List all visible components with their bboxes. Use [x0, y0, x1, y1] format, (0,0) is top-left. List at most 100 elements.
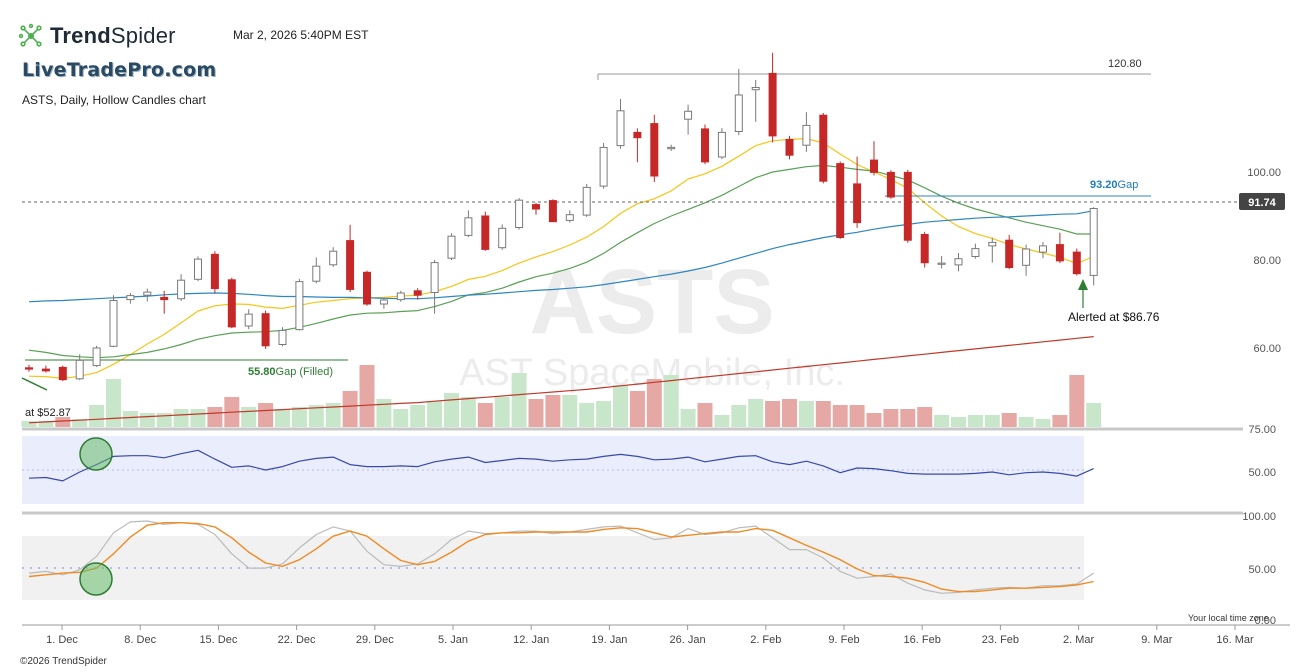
date-tick-label: 15. Dec [199, 634, 237, 646]
price-tick-label: 100.00 [1247, 167, 1281, 179]
candle-body [802, 124, 811, 146]
filled-gap-value: 55.80 [248, 366, 276, 378]
gap-value: 93.20 [1090, 179, 1118, 191]
volume-bar [494, 397, 510, 427]
candle-body [109, 300, 118, 347]
volume-bar [596, 401, 612, 427]
date-tick-label: 2. Feb [750, 634, 781, 646]
volume-bar [511, 373, 527, 427]
chart-title: ASTS, Daily, Hollow Candles chart [22, 93, 206, 107]
volume-bar [528, 399, 544, 427]
last-price-badge [1239, 193, 1285, 210]
candle-body [1072, 251, 1081, 275]
rsi-tick-label: 75.00 [1248, 424, 1276, 436]
volume-bar [72, 419, 88, 427]
candle-body [25, 367, 33, 370]
alert-arrow-icon [1078, 279, 1088, 290]
stoch-highlight-circle [79, 562, 113, 596]
volume-bar [579, 403, 595, 427]
volume-bar [55, 417, 71, 427]
candle-body [75, 359, 84, 380]
candles[interactable] [25, 52, 1098, 381]
date-tick-label: 1. Dec [46, 634, 78, 646]
volume-bar [173, 409, 189, 427]
volume-bar [917, 407, 933, 427]
price-tick-label: 60.00 [1253, 343, 1281, 355]
volume-bar [765, 401, 781, 427]
filled-gap-suffix: Gap (Filled) [276, 366, 333, 378]
candle-body [971, 248, 980, 258]
filled-gap-label: 55.80Gap (Filled) [248, 366, 333, 378]
candle-body [515, 199, 524, 228]
volume-bar [1069, 375, 1085, 427]
candle-body [447, 235, 456, 259]
candle-body [616, 110, 625, 147]
local-time-note: Your local time zone [1188, 613, 1269, 623]
volume-bar [376, 399, 392, 427]
date-tick-label: 2. Mar [1063, 634, 1095, 646]
volume-bar [241, 407, 257, 427]
date-tick-label: 22. Dec [278, 634, 316, 646]
date-tick-label: 5. Jan [438, 634, 468, 646]
volume-bar [883, 409, 899, 427]
sma-slow-line [28, 210, 1094, 303]
stoch-d-line [28, 522, 1094, 593]
candle-body [667, 146, 676, 150]
candle-body [751, 87, 760, 91]
volume-bar [291, 407, 307, 427]
candle-body [954, 258, 963, 266]
candle-body [565, 214, 574, 221]
candle-body [633, 131, 642, 139]
candle-body [920, 234, 929, 264]
alert-label: Alerted at $86.76 [1068, 310, 1160, 324]
candle-body [886, 171, 895, 198]
chart-timestamp: Mar 2, 2026 5:40PM EST [233, 28, 369, 42]
date-tick-label: 26. Jan [670, 634, 706, 646]
volume-bar [190, 409, 206, 427]
volume-bar [139, 413, 155, 427]
candle-body [785, 138, 794, 156]
sma-mid-line [28, 164, 1094, 359]
rsi-line [28, 449, 1094, 482]
brand-light: Spider [110, 23, 176, 48]
candle-body [244, 313, 253, 327]
candle-body [937, 262, 946, 265]
volume-bar [393, 409, 409, 427]
candle-body [278, 329, 287, 345]
candle-body [396, 292, 405, 301]
volume-bar [444, 393, 459, 427]
date-tick-label: 19. Jan [591, 634, 627, 646]
volume-bar [697, 403, 713, 427]
candle-body [210, 253, 219, 290]
moving-averages [28, 138, 1094, 424]
volume-bar [1086, 403, 1102, 427]
candle-body [701, 128, 709, 163]
date-tick-label: 16. Mar [1216, 634, 1254, 646]
brand-name: TrendSpider [50, 23, 176, 49]
resistance-label: 120.80 [1108, 58, 1142, 70]
candle-body [599, 146, 608, 187]
rsi-series [28, 449, 1094, 482]
sma-long-line [28, 336, 1094, 424]
volume-bar [1035, 419, 1051, 427]
candle-body [903, 171, 912, 241]
date-tick-label: 12. Jan [513, 634, 549, 646]
volume-bar [934, 415, 950, 427]
volume-bar [815, 401, 831, 427]
candle-body [329, 250, 338, 266]
price-axis: 100.00 80.00 60.00 [1247, 167, 1281, 355]
rsi-tick-label: 50.00 [1248, 467, 1276, 479]
volume-bar [258, 403, 274, 427]
volume-bar [748, 399, 764, 427]
candle-body [532, 204, 540, 210]
stoch-k-line [28, 520, 1095, 594]
price-tick-label: 80.00 [1253, 255, 1281, 267]
volume-bar [900, 409, 916, 427]
stoch-tick-label: 50.00 [1248, 564, 1276, 576]
candle-body [717, 131, 726, 158]
volume-bar [359, 365, 375, 427]
candle-body [1005, 239, 1014, 268]
candle-body [261, 313, 270, 347]
volume-bar [1018, 417, 1034, 427]
